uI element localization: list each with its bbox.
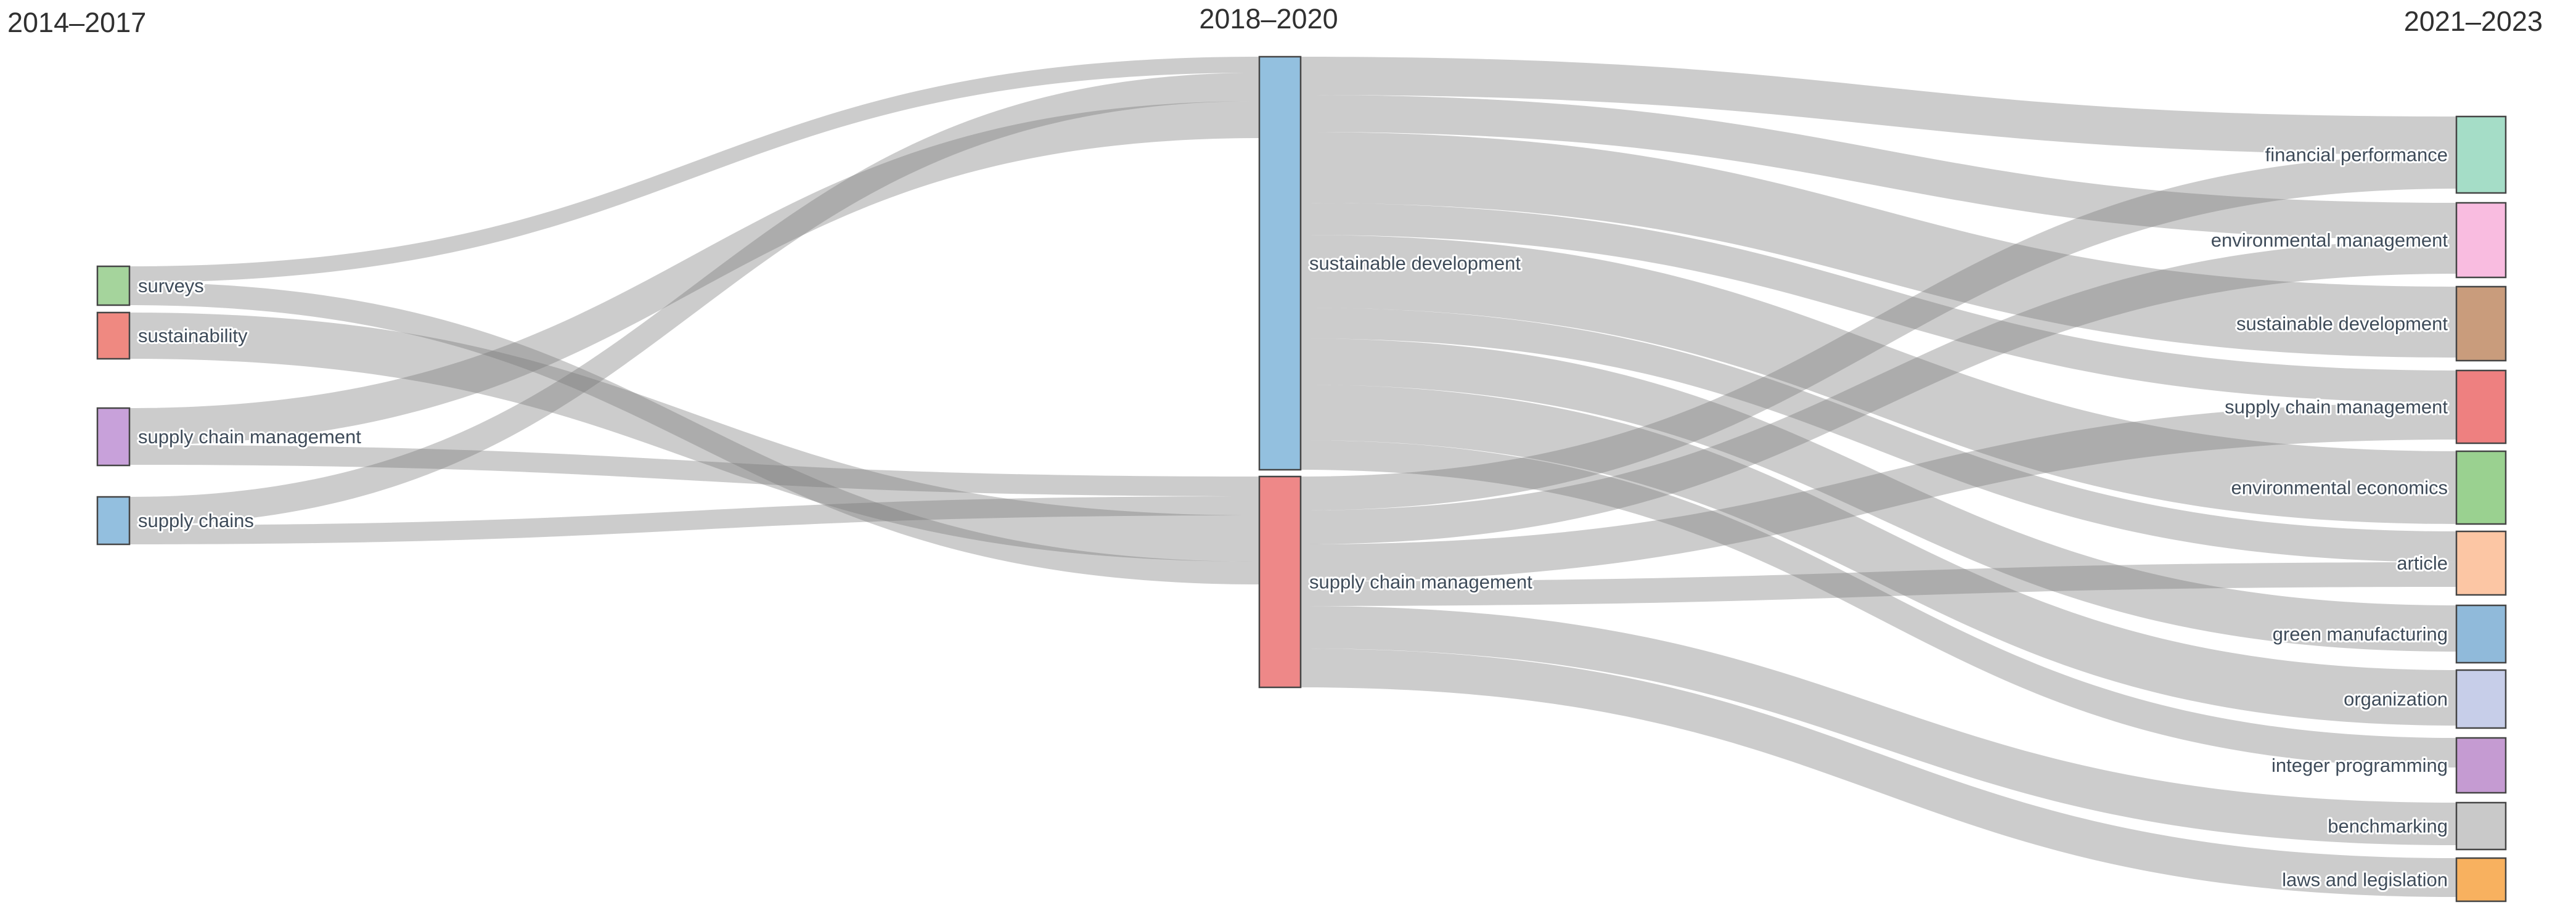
sankey-node-sd2[interactable] (1258, 55, 1302, 471)
flow-sd2-to-scm3[interactable] (1301, 203, 2456, 403)
flow-surveys-to-sd2[interactable] (129, 57, 1259, 282)
flow-scm2-to-bm3[interactable] (1301, 606, 2456, 845)
sankey-node-sustainability[interactable] (96, 311, 131, 360)
flow-sustainability-to-scm2[interactable] (129, 313, 1259, 562)
flow-scm2-to-em3[interactable] (1301, 240, 2456, 544)
sankey-node-ip3[interactable] (2455, 737, 2507, 794)
node-label-sd2: sustainable development (1309, 253, 1521, 274)
node-label-scm2: supply chain management (1309, 571, 1532, 593)
flow-surveys-to-scm2[interactable] (129, 282, 1259, 584)
period-header-c1: 2014–2017 (7, 7, 146, 38)
flow-sd2-to-ar3[interactable] (1301, 308, 2456, 562)
node-label-scm1: supply chain management (138, 426, 361, 448)
sankey-node-ar3[interactable] (2455, 530, 2507, 596)
flow-sd2-to-fp3[interactable] (1301, 57, 2456, 155)
sankey-node-bm3[interactable] (2455, 801, 2507, 851)
period-header-c2: 2018–2020 (1199, 3, 1338, 35)
flow-sd2-to-sd3[interactable] (1301, 132, 2456, 358)
node-label-gm3: green manufacturing (2273, 623, 2448, 645)
flow-sd2-to-ee3[interactable] (1301, 235, 2456, 524)
flow-scm1-to-scm2[interactable] (129, 445, 1259, 496)
sankey-node-scm3[interactable] (2455, 369, 2507, 444)
sankey-node-fp3[interactable] (2455, 115, 2507, 194)
node-label-surveys: surveys (138, 275, 204, 297)
node-label-supply_chains: supply chains (138, 510, 254, 531)
period-header-c3: 2021–2023 (2404, 6, 2543, 37)
node-label-or3: organization (2344, 689, 2448, 710)
node-label-ar3: article (2397, 552, 2448, 574)
flow-scm2-to-ar3[interactable] (1301, 562, 2456, 606)
flow-scm2-to-scm3[interactable] (1301, 403, 2456, 581)
sankey-node-sd3[interactable] (2455, 285, 2507, 362)
flow-scm2-to-ll3[interactable] (1301, 649, 2456, 897)
node-label-ip3: integer programming (2271, 755, 2448, 776)
flow-sd2-to-or3[interactable] (1301, 385, 2456, 726)
flow-scm1-to-sd2[interactable] (129, 101, 1259, 445)
flow-scm2-to-fp3[interactable] (1301, 155, 2456, 510)
node-label-sd3: sustainable development (2236, 313, 2448, 335)
sankey-node-supply_chains[interactable] (96, 496, 131, 546)
sankey-node-em3[interactable] (2455, 202, 2507, 279)
sankey-node-surveys[interactable] (96, 265, 131, 306)
node-label-bm3: benchmarking (2328, 816, 2448, 837)
sankey-node-scm2[interactable] (1258, 475, 1302, 689)
flow-supply_chains-to-scm2[interactable] (129, 496, 1259, 544)
flow-sd2-to-gm3[interactable] (1301, 338, 2456, 652)
sankey-node-scm1[interactable] (96, 407, 131, 467)
node-label-em3: environmental management (2211, 229, 2448, 251)
flow-supply_chains-to-sd2[interactable] (129, 73, 1259, 525)
node-label-scm3: supply chain management (2225, 396, 2448, 418)
sankey-node-or3[interactable] (2455, 669, 2507, 729)
node-label-ee3: environmental economics (2231, 477, 2448, 499)
node-label-sustainability: sustainability (138, 325, 248, 346)
sankey-node-gm3[interactable] (2455, 604, 2507, 664)
node-label-ll3: laws and legislation (2282, 869, 2448, 891)
node-label-fp3: financial performance (2265, 144, 2448, 166)
flow-sd2-to-ip3[interactable] (1301, 440, 2456, 768)
sankey-node-ll3[interactable] (2455, 857, 2507, 903)
sankey-node-ee3[interactable] (2455, 450, 2507, 525)
flow-sd2-to-em3[interactable] (1301, 95, 2456, 240)
